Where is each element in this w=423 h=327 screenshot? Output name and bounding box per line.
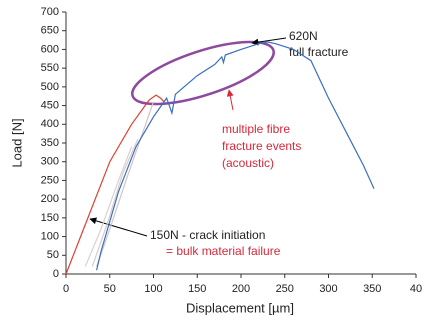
x-tick-label: 0 (63, 283, 69, 295)
data-line (65, 94, 165, 275)
x-tick-label: 200 (232, 283, 250, 295)
y-tick-label: 100 (41, 230, 59, 242)
y-tick-label: 450 (41, 99, 59, 111)
highlight-ellipse (131, 40, 275, 106)
data-line (96, 41, 375, 271)
annotation: 150N - crack initiation (150, 228, 265, 242)
x-tick-label: 250 (276, 283, 294, 295)
x-tick-label: 300 (319, 283, 337, 295)
y-tick-label: 500 (41, 81, 59, 93)
annotation: (acoustic) (222, 156, 274, 170)
y-tick-label: 250 (41, 174, 59, 186)
y-tick-label: 300 (41, 156, 59, 168)
x-tick-label: 40 (410, 283, 422, 295)
data-line (84, 146, 133, 267)
y-tick-label: 150 (41, 212, 59, 224)
annotation: fracture events (222, 139, 301, 153)
y-tick-label: 200 (41, 193, 59, 205)
x-tick-label: 100 (144, 283, 162, 295)
data-line (91, 139, 139, 267)
data-line (96, 101, 155, 267)
annotation: 620N (289, 29, 318, 43)
y-axis-label: Load [N] (9, 118, 24, 167)
x-tick-label: 150 (188, 283, 206, 295)
y-tick-label: 550 (41, 62, 59, 74)
y-tick-label: 650 (41, 25, 59, 37)
x-tick-label: 350 (363, 283, 381, 295)
annotation: = bulk material failure (166, 244, 281, 258)
y-tick-label: 0 (53, 268, 59, 280)
y-tick-label: 600 (41, 43, 59, 55)
arrow (226, 89, 234, 111)
y-tick-label: 50 (47, 249, 59, 261)
y-tick-label: 400 (41, 118, 59, 130)
arrow (251, 37, 287, 46)
x-tick-label: 50 (104, 283, 116, 295)
x-axis-label: Displacement [µm] (186, 300, 294, 315)
y-tick-label: 350 (41, 137, 59, 149)
y-tick-label: 700 (41, 6, 59, 18)
arrow (89, 217, 148, 237)
annotation: multiple fibre (222, 122, 290, 136)
